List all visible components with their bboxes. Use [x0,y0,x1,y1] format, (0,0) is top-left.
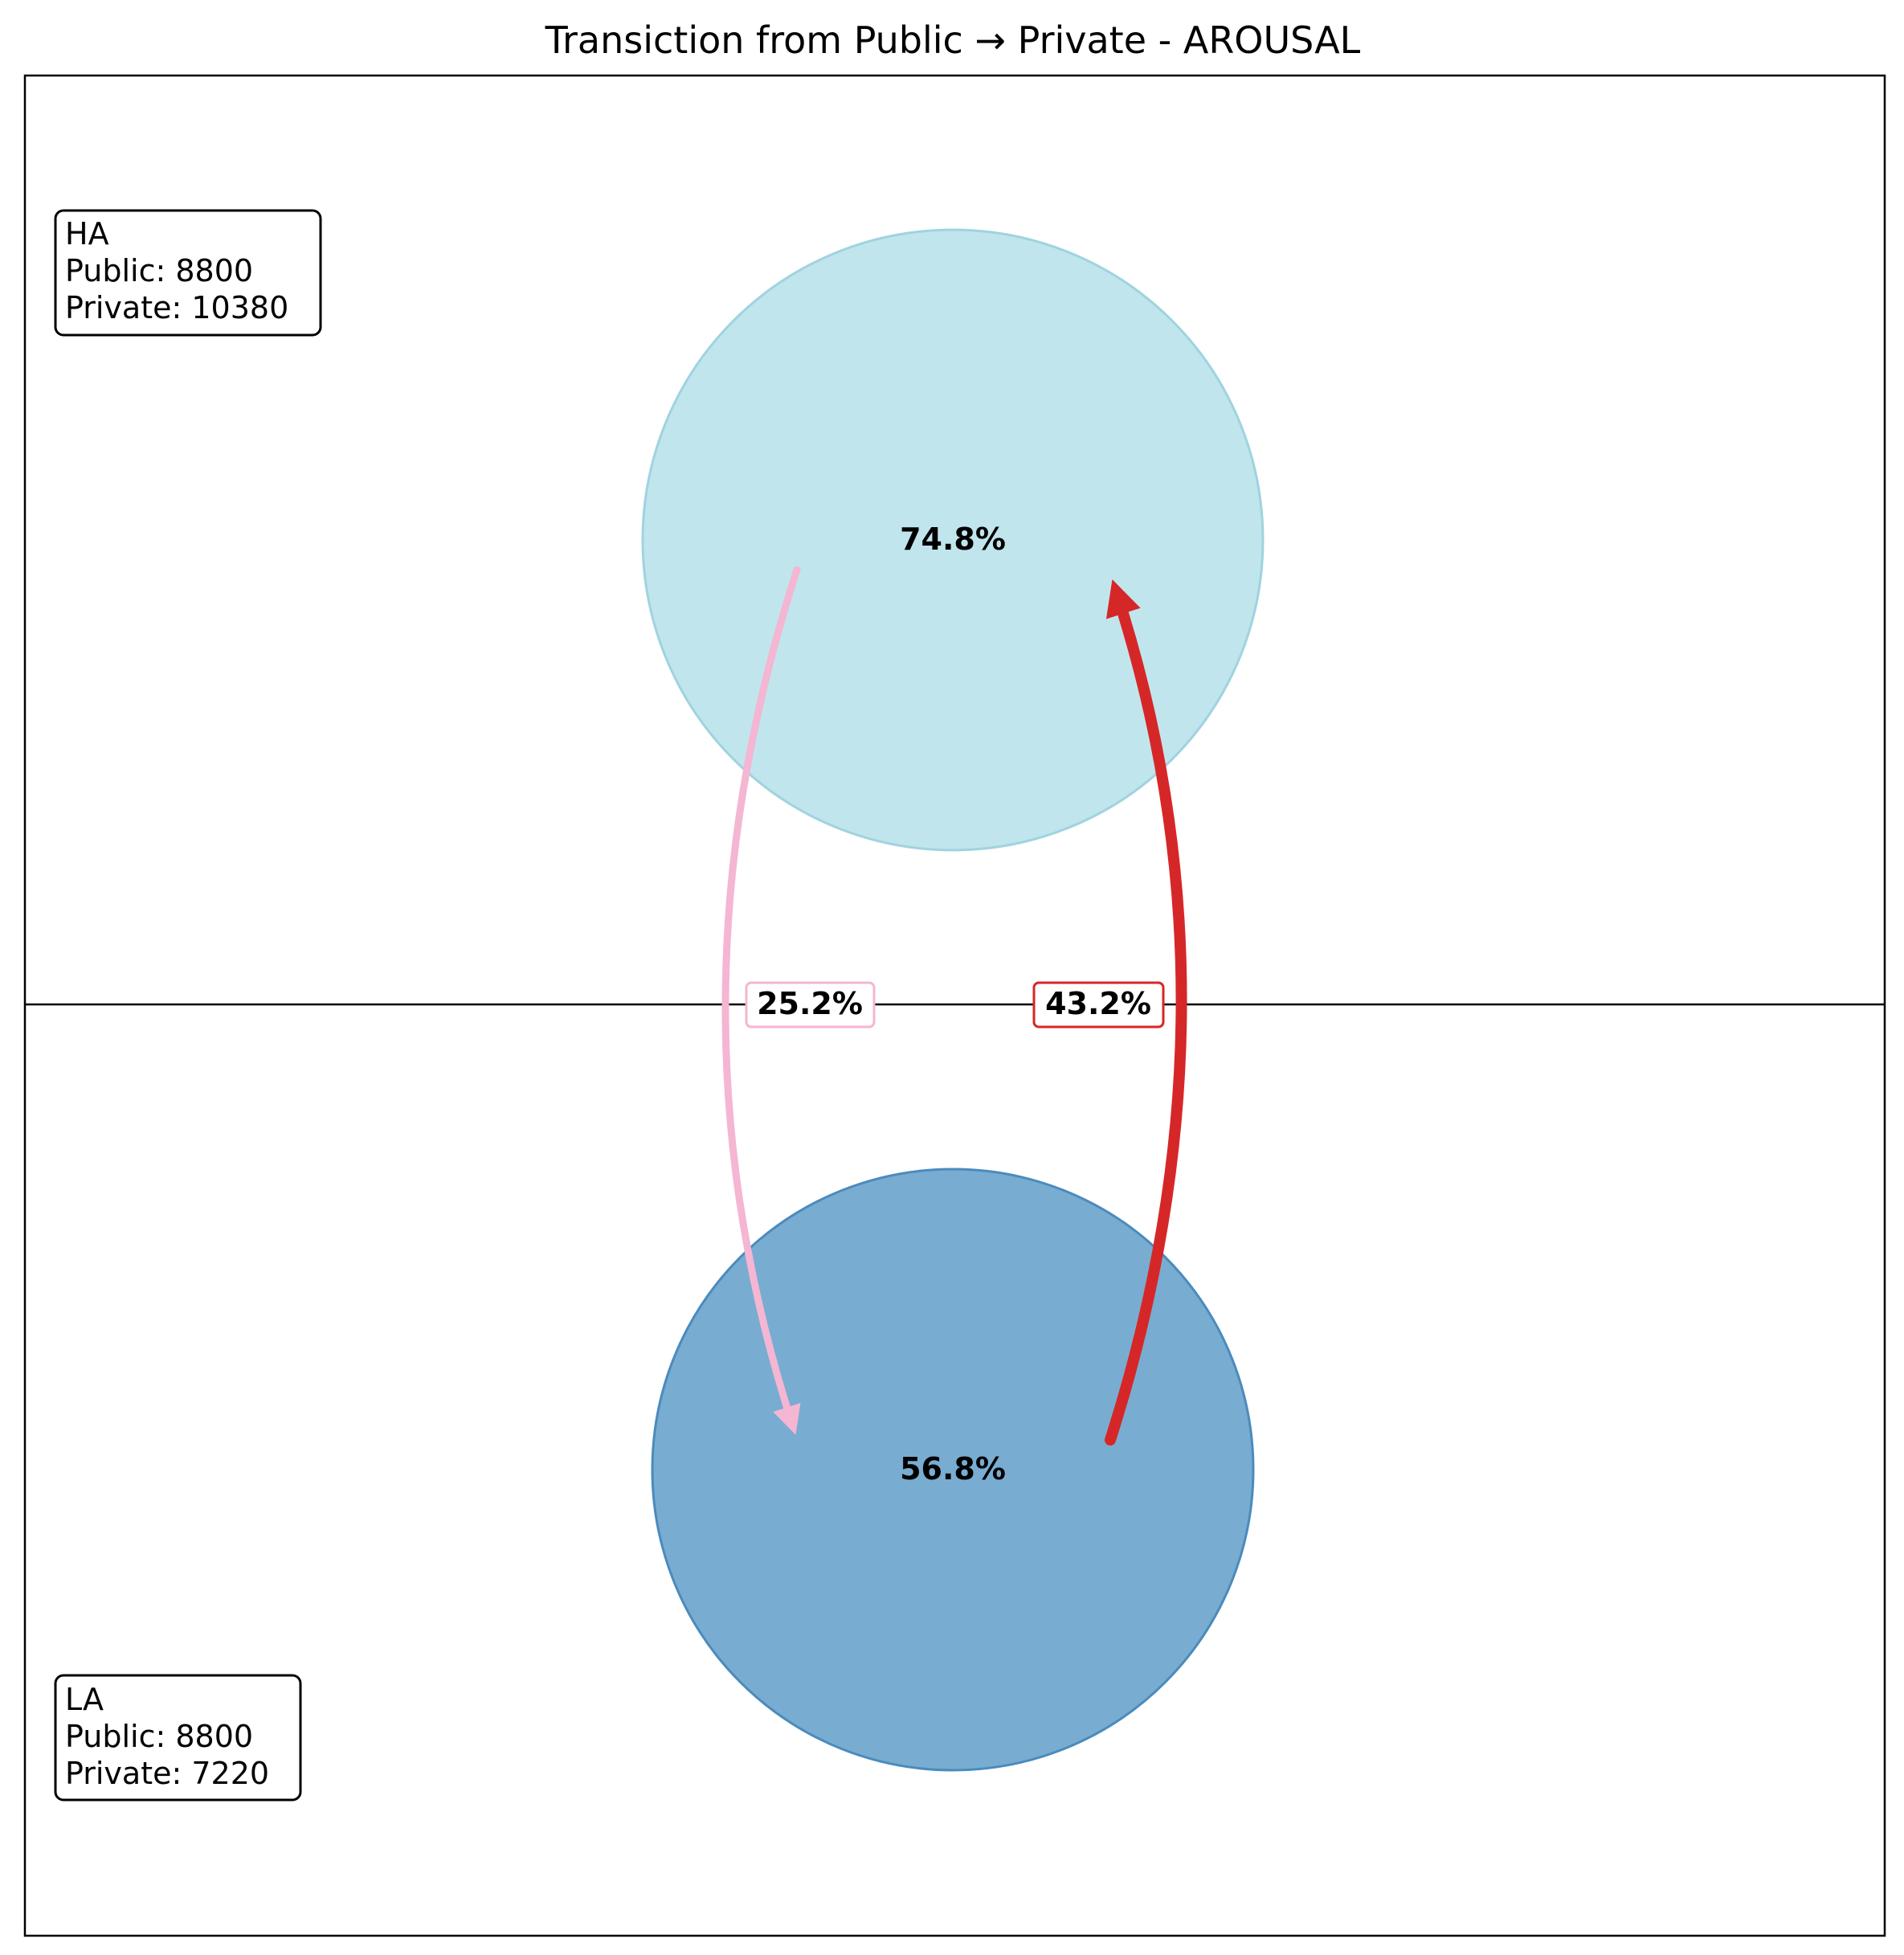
transition-arrow-high-to-low [721,566,801,1435]
state-circle-low [651,1168,1255,1772]
transition-label-high-to-low: 25.2% [745,981,876,1029]
info-low-public: Public: 8800 [65,1719,253,1754]
transition-arrow-low-to-high [1105,579,1187,1446]
info-low-label: LA [65,1682,104,1717]
info-box-low: LA Public: 8800 Private: 7220 [54,1674,302,1802]
transition-pct-high-to-low: 25.2% [757,986,863,1021]
info-high-public: Public: 8800 [65,253,253,288]
state-high-stay-pct: 74.8% [900,521,1006,557]
info-low-private: Private: 7220 [65,1756,269,1791]
info-high-label: HA [65,216,109,252]
info-box-high: HA Public: 8800 Private: 10380 [54,209,322,337]
transition-pct-low-to-high: 43.2% [1045,986,1151,1021]
info-high-private: Private: 10380 [65,290,288,325]
state-low-stay-pct: 56.8% [900,1451,1006,1487]
state-circle-high [641,228,1265,852]
diagram-title: Transiction from Public → Private - AROU… [545,18,1361,62]
transition-label-low-to-high: 43.2% [1032,981,1165,1029]
